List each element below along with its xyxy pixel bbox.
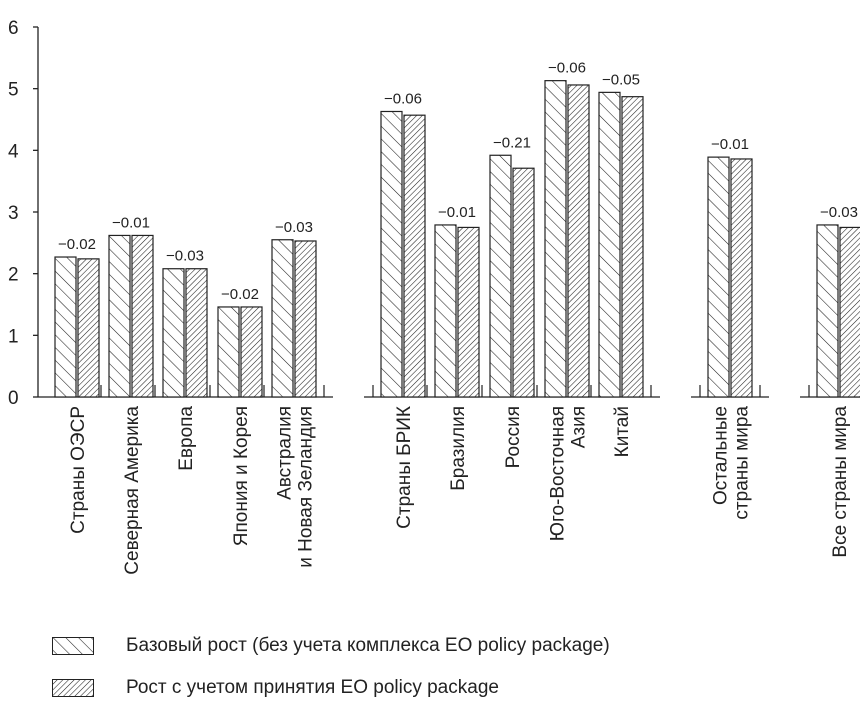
- data-label: −0.02: [221, 286, 259, 303]
- bar-policy: [403, 114, 426, 398]
- y-tick-label: 5: [8, 80, 19, 101]
- bar-policy: [512, 167, 535, 398]
- x-category-label: Все страны мира: [830, 406, 851, 558]
- legend-swatch-policy: [52, 679, 94, 697]
- bar-baseline: [544, 80, 567, 398]
- bar-baseline: [271, 239, 294, 398]
- x-category-label: Северная Америка: [122, 406, 143, 575]
- bar-baseline: [162, 268, 185, 398]
- bar-baseline: [598, 91, 621, 398]
- data-label: −0.21: [493, 134, 531, 151]
- legend-item-baseline: Базовый рост (без учета комплекса EO pol…: [52, 635, 610, 657]
- data-label: −0.01: [711, 136, 749, 153]
- x-category-label: Китай: [612, 406, 633, 457]
- x-category-label: Австралия: [275, 406, 296, 500]
- bar-baseline: [217, 306, 240, 398]
- data-label: −0.06: [548, 60, 586, 77]
- bar-policy: [621, 96, 644, 398]
- y-tick-label: 2: [8, 265, 19, 286]
- data-label: −0.03: [166, 248, 204, 265]
- y-tick-label: 3: [8, 203, 19, 224]
- bar-baseline: [707, 156, 730, 398]
- data-label: −0.05: [602, 71, 640, 88]
- x-category-label: Япония и Корея: [231, 406, 252, 546]
- bar-policy: [839, 226, 860, 398]
- data-label: −0.01: [438, 204, 476, 221]
- x-category-label: Юго-Восточная: [548, 406, 569, 541]
- legend-label-policy: Рост с учетом принятия EO policy package: [126, 677, 499, 698]
- bar-policy: [77, 258, 100, 398]
- x-category-label: Остальные: [711, 406, 732, 505]
- bar-baseline: [108, 234, 131, 398]
- x-category-label: Азия: [569, 406, 590, 448]
- legend-label-baseline: Базовый рост (без учета комплекса EO pol…: [126, 635, 610, 656]
- data-label: −0.03: [275, 219, 313, 236]
- y-tick-label: 1: [8, 326, 19, 347]
- bar-policy: [240, 306, 263, 398]
- data-label: −0.06: [384, 90, 422, 107]
- bar-baseline: [380, 110, 403, 398]
- legend-swatch-baseline: [52, 637, 94, 655]
- data-label: −0.02: [58, 236, 96, 253]
- bar-policy: [294, 240, 317, 398]
- y-tick-label: 6: [8, 18, 19, 39]
- x-category-label: страны мира: [732, 406, 753, 520]
- y-tick-label: 0: [8, 388, 19, 409]
- bar-policy: [567, 84, 590, 398]
- x-category-label: Европа: [176, 406, 197, 471]
- y-tick-label: 4: [8, 141, 19, 162]
- x-category-label: Россия: [503, 406, 524, 468]
- bar-policy: [185, 268, 208, 398]
- bar-baseline: [434, 224, 457, 398]
- bars: [54, 80, 860, 398]
- bar-policy: [730, 158, 753, 398]
- x-category-label: Страны ОЭСР: [68, 406, 89, 534]
- bar-baseline: [54, 256, 77, 398]
- data-label: −0.03: [820, 204, 858, 221]
- labels: 0 1 2 3 4 5 6 −0.02 Страны ОЭСР −0.01 Северная Аме…: [8, 18, 858, 575]
- data-label: −0.01: [112, 214, 150, 231]
- x-category-label: Бразилия: [448, 406, 469, 491]
- x-category-label: Страны БРИК: [394, 406, 415, 529]
- x-category-label: и Новая Зеландия: [296, 406, 317, 568]
- bar-policy: [457, 226, 480, 398]
- legend-item-policy: Рост с учетом принятия EO policy package: [52, 677, 499, 699]
- bar-baseline: [816, 224, 839, 398]
- bar-policy: [131, 234, 154, 398]
- bar-baseline: [489, 154, 512, 398]
